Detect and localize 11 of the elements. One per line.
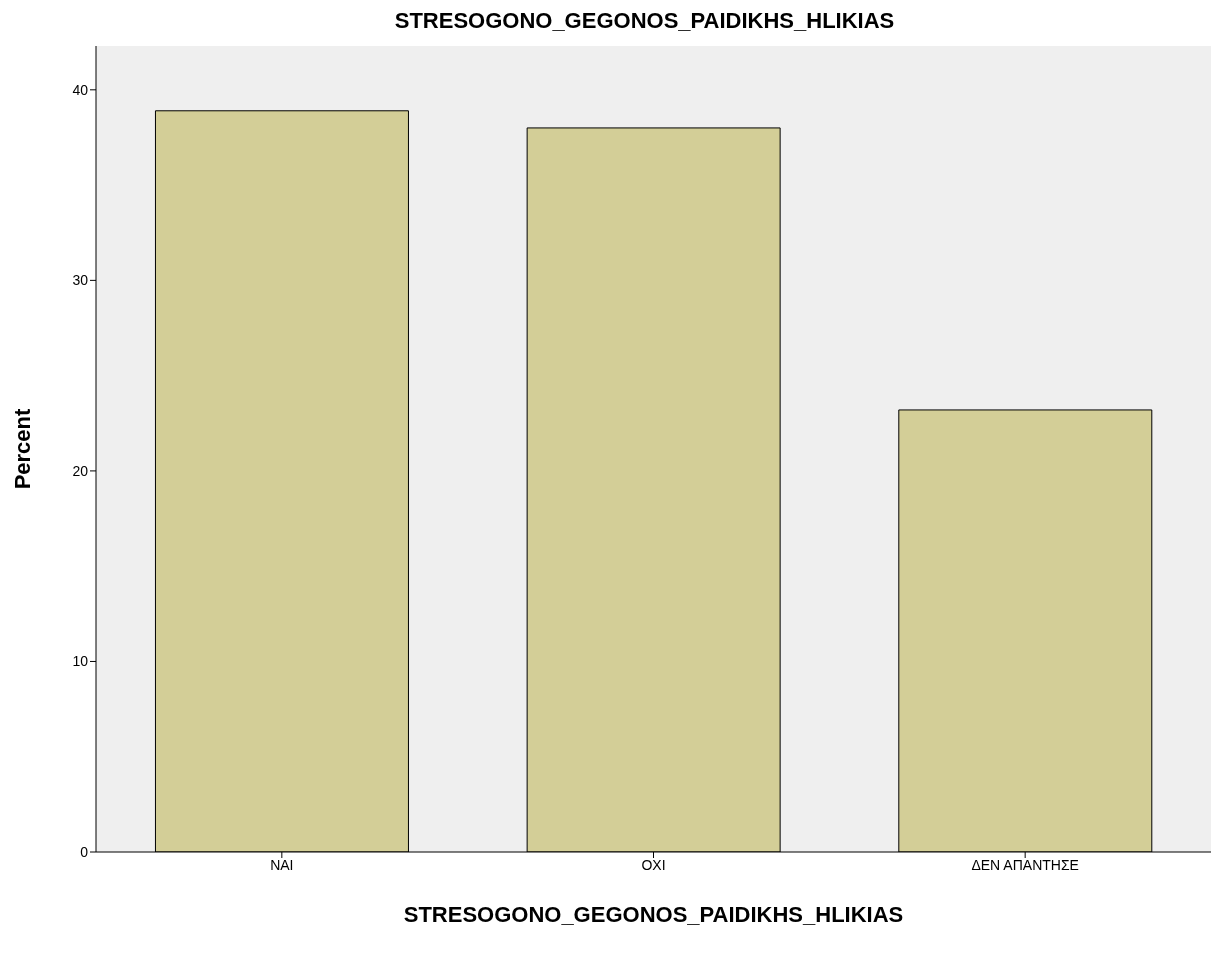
x-tick-label: ΟΧΙ — [641, 856, 666, 873]
x-tick-label: ΔΕΝ ΑΠΑΝΤΗΣΕ — [971, 856, 1079, 873]
x-axis-title: STRESOGONO_GEGONOS_PAIDIKHS_HLIKIAS — [403, 902, 904, 927]
y-tick-label: 0 — [80, 843, 89, 860]
y-tick-label: 40 — [72, 81, 89, 98]
y-tick-label: 30 — [72, 272, 89, 289]
y-tick-label: 10 — [72, 653, 89, 670]
x-tick-label: ΝΑΙ — [270, 856, 294, 873]
y-axis-title: Percent — [9, 407, 35, 490]
chart-title: STRESOGONO_GEGONOS_PAIDIKHS_HLIKIAS — [393, 8, 896, 35]
y-tick-label: 20 — [72, 462, 89, 479]
